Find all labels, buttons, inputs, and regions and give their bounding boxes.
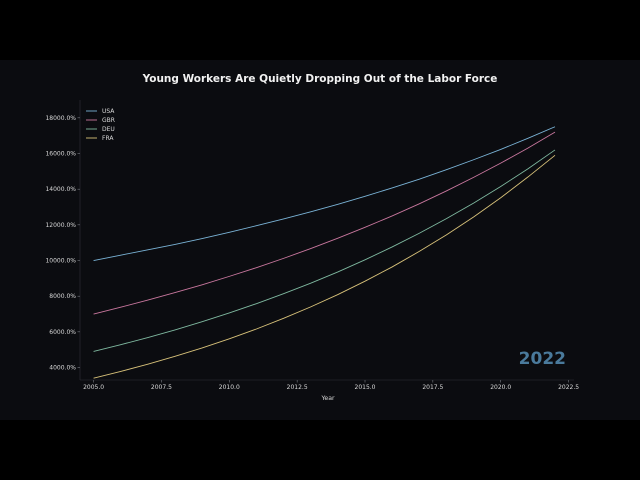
chart-title: Young Workers Are Quietly Dropping Out o… (142, 73, 498, 85)
y-tick-label: 14000.0% (45, 186, 76, 193)
legend-label-gbr: GBR (102, 117, 115, 124)
y-ticks: 4000.0% 6000.0% 8000.0% 10000.0% 12000.0% 140… (45, 115, 80, 372)
series-lines (93, 126, 556, 379)
y-tick-label: 8000.0% (49, 293, 76, 300)
year-annotation: 2022 (519, 349, 566, 369)
x-tick-label: 2012.5 (287, 384, 308, 391)
y-tick-label: 10000.0% (45, 258, 76, 265)
legend-label-deu: DEU (102, 126, 115, 133)
series-line-usa (93, 126, 556, 261)
y-tick-label: 18000.0% (45, 115, 76, 122)
x-tick-label: 2022.5 (558, 384, 579, 391)
series-line-deu (93, 149, 556, 352)
x-axis-label: Year (320, 395, 335, 402)
series-line-gbr (93, 131, 556, 315)
legend-label-fra: FRA (102, 135, 114, 142)
line-chart: Young Workers Are Quietly Dropping Out o… (45, 73, 579, 402)
x-tick-label: 2007.5 (151, 384, 172, 391)
legend: USA GBR DEU FRA (86, 108, 115, 142)
y-tick-label: 12000.0% (45, 222, 76, 229)
x-tick-label: 2017.5 (422, 384, 443, 391)
y-tick-label: 6000.0% (49, 329, 76, 336)
series-line-fra (93, 154, 556, 379)
x-ticks: 2005.0 2007.5 2010.0 2012.5 2015.0 2017.5 2020… (83, 380, 579, 391)
legend-label-usa: USA (102, 108, 115, 115)
y-tick-label: 4000.0% (49, 365, 76, 372)
x-tick-label: 2020.0 (490, 384, 511, 391)
x-tick-label: 2015.0 (355, 384, 376, 391)
x-tick-label: 2010.0 (219, 384, 240, 391)
x-tick-label: 2005.0 (83, 384, 104, 391)
chart-frame: Young Workers Are Quietly Dropping Out o… (0, 60, 640, 420)
y-tick-label: 16000.0% (45, 151, 76, 158)
axes (79, 100, 574, 381)
